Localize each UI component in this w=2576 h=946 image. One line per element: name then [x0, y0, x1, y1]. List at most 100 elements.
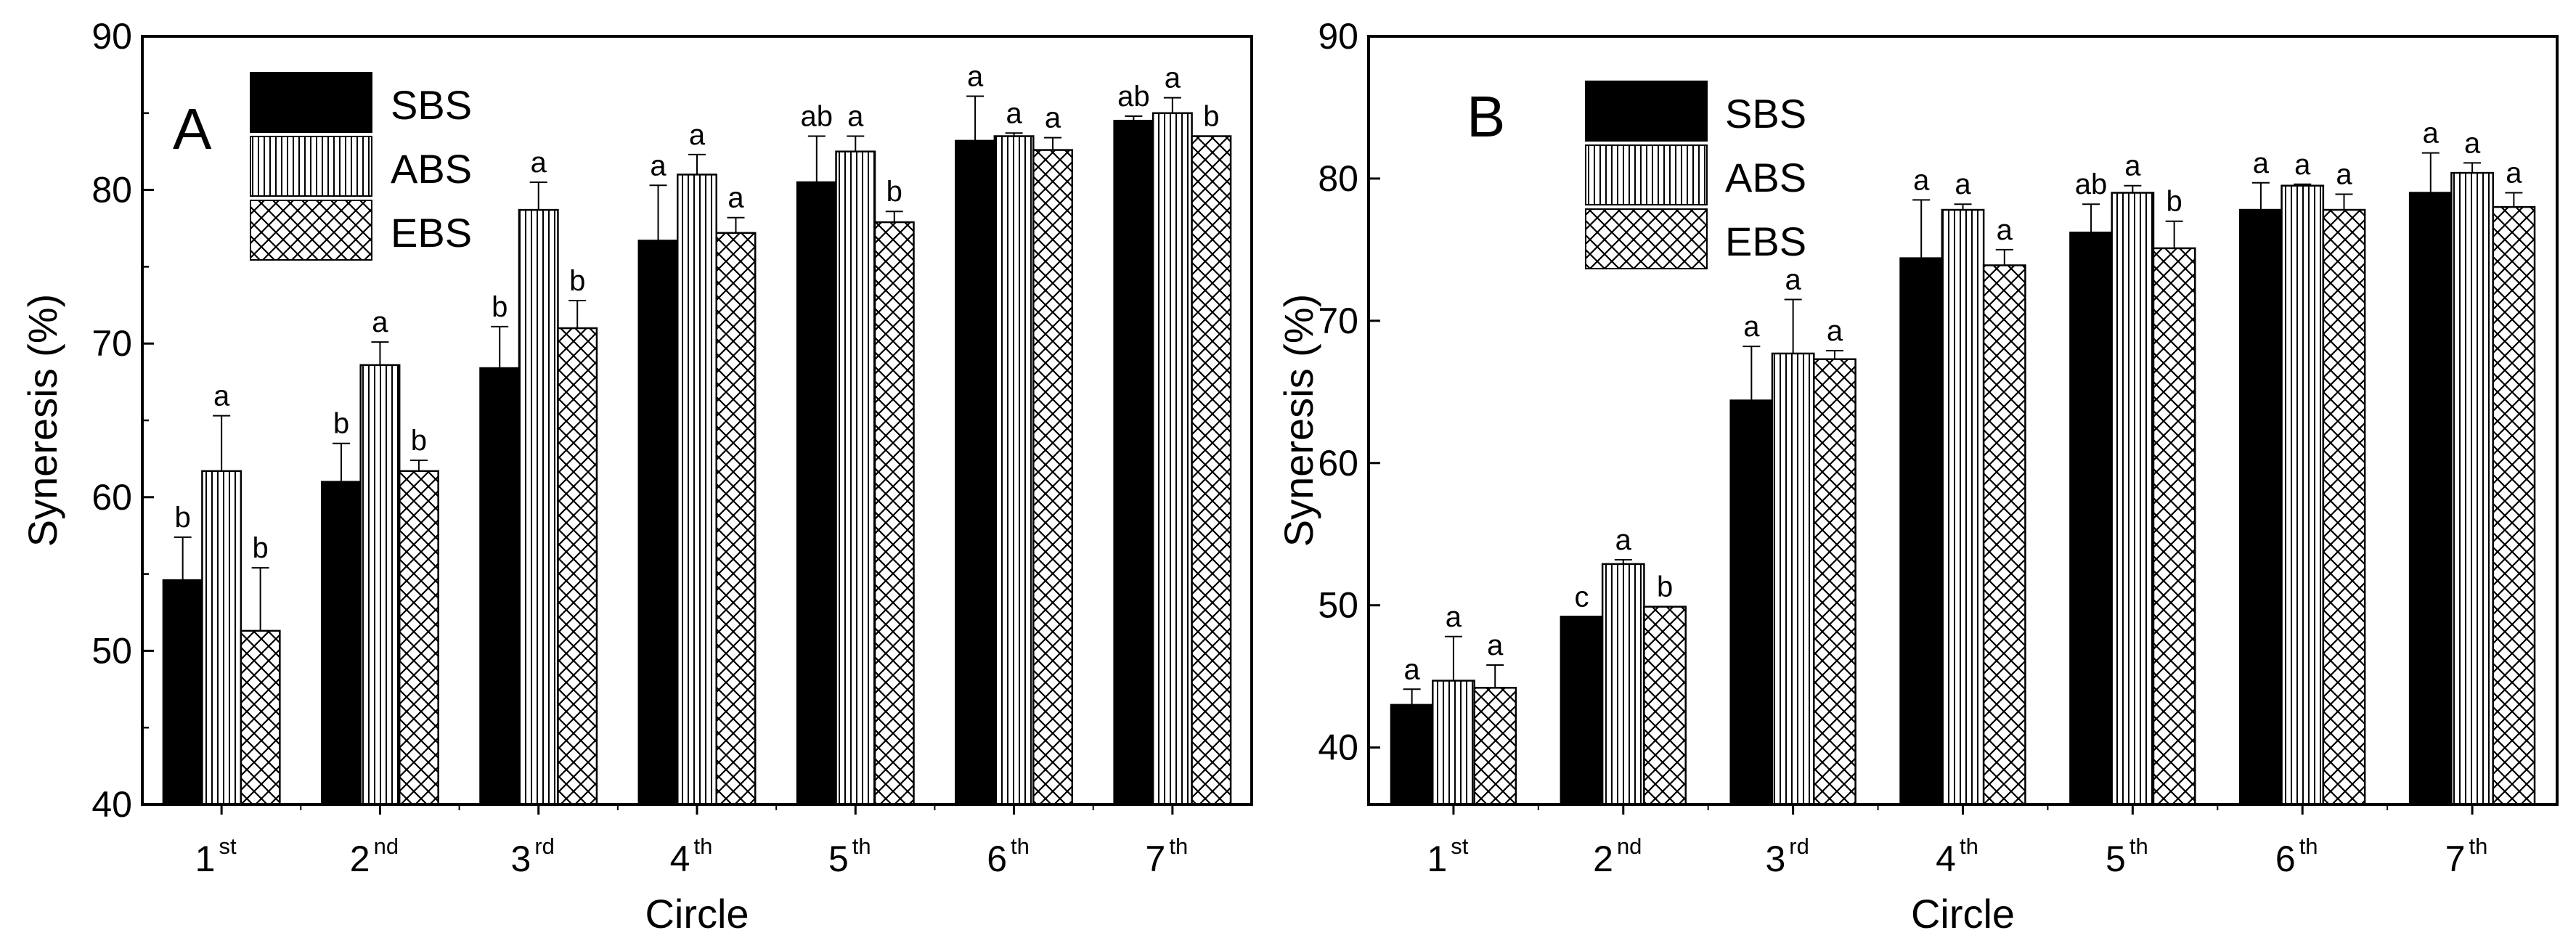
significance-label: a [213, 380, 230, 412]
significance-label: a [2294, 149, 2311, 181]
x-tick-number: 1 [195, 839, 216, 879]
bar [1813, 358, 1856, 806]
significance-label: ab [1117, 81, 1150, 113]
legend-label: EBS [391, 210, 472, 256]
bar [993, 135, 1035, 806]
significance-label: a [847, 101, 864, 133]
x-tick-suffix: rd [534, 833, 555, 859]
x-tick-suffix: th [1011, 833, 1030, 859]
x-tick-number: 3 [511, 839, 531, 879]
legend-label: SBS [1725, 91, 1806, 136]
legend-swatch [250, 200, 372, 261]
legend-label: SBS [391, 82, 472, 128]
significance-label: a [2464, 127, 2481, 159]
y-tick-label: 80 [1318, 158, 1358, 199]
x-tick-suffix: th [2129, 833, 2148, 859]
x-tick-suffix: th [1169, 833, 1188, 859]
significance-label: a [1827, 315, 1843, 347]
bar [1390, 704, 1434, 806]
significance-label: a [2506, 158, 2522, 189]
significance-label: a [1165, 62, 1181, 94]
significance-label: ab [801, 101, 833, 133]
significance-label: b [886, 176, 902, 208]
legend-label: EBS [1725, 219, 1806, 264]
significance-label: a [1487, 629, 1504, 661]
bar [2322, 208, 2366, 806]
significance-label: b [175, 502, 191, 534]
bar [2408, 192, 2453, 806]
significance-label: b [2167, 186, 2182, 218]
x-tick-number: 4 [670, 839, 690, 879]
significance-label: a [1404, 653, 1421, 685]
bar [518, 208, 559, 806]
legend-swatch [250, 72, 372, 133]
significance-label: c [1574, 581, 1589, 613]
significance-label: a [1743, 311, 1760, 343]
bar [2450, 171, 2494, 806]
significance-label: a [2423, 118, 2440, 150]
bar [398, 470, 439, 806]
bar [835, 150, 876, 806]
x-tick-suffix: th [1960, 833, 1978, 859]
bar [1771, 352, 1815, 806]
x-tick-number: 2 [350, 839, 370, 879]
significance-label: a [1997, 214, 2013, 246]
y-tick-label: 40 [91, 784, 132, 825]
significance-label: b [252, 532, 268, 564]
significance-label: a [2253, 147, 2270, 179]
bar [2111, 192, 2155, 806]
y-tick-label: 90 [91, 16, 132, 57]
legend-label: ABS [391, 146, 472, 192]
bar [1729, 399, 1774, 806]
y-axis-title: Syneresis (%) [1276, 294, 1321, 547]
panel-label: B [1467, 84, 1505, 149]
y-tick-label: 70 [91, 323, 132, 364]
significance-label: a [1913, 164, 1930, 196]
x-tick-number: 5 [828, 839, 849, 879]
bar [1191, 135, 1232, 806]
legend-swatch [1585, 81, 1708, 142]
x-tick-suffix: st [1451, 833, 1469, 859]
y-tick-label: 40 [1318, 727, 1358, 768]
bar [359, 364, 401, 806]
x-tick-suffix: th [693, 833, 712, 859]
y-tick-label: 70 [1318, 301, 1358, 341]
bar [2239, 208, 2283, 806]
x-tick-suffix: st [219, 833, 237, 859]
significance-label: a [650, 150, 667, 182]
x-tick-number: 7 [1146, 839, 1166, 879]
x-axis-title: Circle [1911, 891, 2015, 937]
y-tick-label: 90 [1318, 16, 1358, 57]
bar [479, 367, 521, 806]
x-tick-number: 2 [1593, 839, 1613, 879]
bar [1152, 112, 1193, 806]
legend-swatch [1585, 208, 1708, 269]
x-tick-number: 7 [2445, 839, 2466, 879]
significance-label: b [1203, 101, 1219, 133]
significance-label: b [333, 408, 349, 440]
x-tick-suffix: th [2299, 833, 2318, 859]
bar [1643, 605, 1687, 806]
significance-label: b [1657, 571, 1673, 603]
significance-label: b [492, 291, 508, 323]
bar [2152, 247, 2196, 806]
bar [1473, 687, 1517, 806]
bar [201, 470, 242, 806]
x-axis-title: Circle [645, 891, 749, 937]
significance-label: a [1955, 168, 1971, 200]
bar [2281, 184, 2325, 806]
significance-label: a [689, 119, 706, 151]
bar [1941, 208, 1985, 806]
bar [677, 174, 717, 806]
